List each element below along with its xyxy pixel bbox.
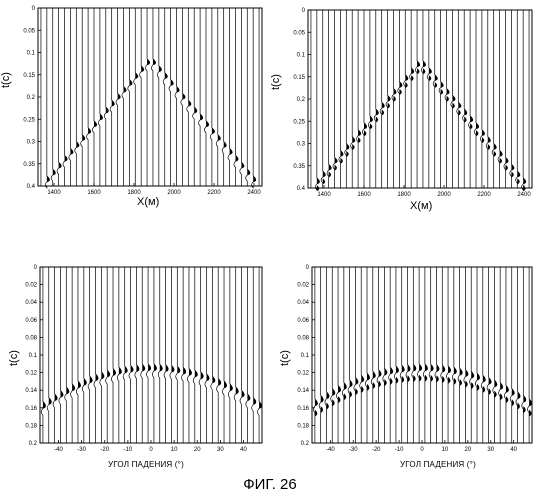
wavelet-lobe xyxy=(529,410,531,417)
y-tick-label: 0.04 xyxy=(297,300,309,306)
plot-frame xyxy=(312,267,532,443)
y-tick-label: 0.02 xyxy=(297,283,309,289)
y-tick-label: 0 xyxy=(306,265,310,271)
wavelet-lobe xyxy=(326,403,328,410)
x-tick-label: 40 xyxy=(510,447,517,453)
trace xyxy=(406,267,410,443)
y-tick-label: 0.14 xyxy=(297,388,309,394)
wavelet-lobe xyxy=(315,410,317,417)
wavelet-lobe xyxy=(454,378,456,385)
trace xyxy=(400,267,404,443)
trace xyxy=(342,267,346,443)
x-tick-label: 0 xyxy=(420,447,424,453)
trace xyxy=(360,267,364,443)
y-tick-label: 0.2 xyxy=(301,441,310,447)
wavelet-lobe xyxy=(506,396,508,403)
trace xyxy=(435,267,439,443)
trace xyxy=(528,267,532,443)
trace xyxy=(516,267,520,443)
trace xyxy=(446,267,450,443)
x-axis-label: УГОЛ ПАДЕНИЯ (°) xyxy=(400,460,476,469)
trace xyxy=(499,267,503,443)
x-tick-label: -30 xyxy=(349,447,358,453)
trace xyxy=(504,267,508,443)
y-tick-label: 0.1 xyxy=(301,353,310,359)
y-tick-label: 0.18 xyxy=(297,423,309,429)
trace xyxy=(336,267,340,443)
trace xyxy=(365,267,369,443)
trace xyxy=(522,267,526,443)
y-tick-label: 0.16 xyxy=(297,406,309,412)
trace xyxy=(348,267,352,443)
wavelet-lobe xyxy=(408,375,410,382)
x-tick-label: 10 xyxy=(442,447,449,453)
x-tick-label: 20 xyxy=(464,447,471,453)
wavelet-lobe xyxy=(489,388,491,395)
wavelet-lobe xyxy=(338,396,340,403)
trace xyxy=(458,267,462,443)
trace xyxy=(354,267,358,443)
wavelet-lobe xyxy=(384,379,386,386)
wavelet-lobe xyxy=(460,379,462,386)
y-tick-label: 0.08 xyxy=(297,335,309,341)
trace xyxy=(412,267,416,443)
wavelet-lobe xyxy=(390,378,392,385)
wavelet-lobe xyxy=(332,399,334,406)
wavelet-lobe xyxy=(379,380,381,387)
trace xyxy=(383,267,387,443)
trace xyxy=(510,267,514,443)
y-tick-label: 0.12 xyxy=(297,371,309,377)
trace xyxy=(377,267,381,443)
y-tick-label: 0.06 xyxy=(297,318,309,324)
wavelet-lobe xyxy=(518,403,520,410)
wavelet-lobe xyxy=(396,377,398,384)
trace xyxy=(331,267,335,443)
trace xyxy=(371,267,375,443)
wavelet-lobe xyxy=(413,375,415,382)
x-tick-label: 30 xyxy=(487,447,494,453)
trace xyxy=(325,267,329,443)
x-tick-label: -40 xyxy=(326,447,335,453)
wavelet-lobe xyxy=(431,375,433,382)
trace xyxy=(470,267,474,443)
trace xyxy=(389,267,393,443)
wavelet-lobe xyxy=(448,377,450,384)
wavelet-lobe xyxy=(425,375,427,382)
trace xyxy=(464,267,468,443)
wavelet-lobe xyxy=(471,382,473,389)
wavelet-lobe xyxy=(350,391,352,398)
x-tick-label: -20 xyxy=(372,447,381,453)
trace xyxy=(418,267,422,443)
trace xyxy=(475,267,479,443)
wavelet-lobe xyxy=(344,393,346,400)
trace xyxy=(452,267,456,443)
figure-caption: ФИГ. 26 xyxy=(0,476,540,493)
wavelet-lobe xyxy=(402,376,404,383)
wavelet-lobe xyxy=(523,406,525,413)
trace xyxy=(487,267,491,443)
wavelet-lobe xyxy=(373,382,375,389)
wavelet-lobe xyxy=(355,388,357,395)
wavelet-lobe xyxy=(367,384,369,391)
trace xyxy=(481,267,485,443)
trace xyxy=(319,267,323,443)
wavelet-lobe xyxy=(321,406,323,413)
wavelet-lobe xyxy=(436,375,438,382)
wavelet-lobe xyxy=(494,391,496,398)
trace xyxy=(394,267,398,443)
wavelet-lobe xyxy=(465,380,467,387)
wavelet-lobe xyxy=(419,375,421,382)
wavelet-lobe xyxy=(512,399,514,406)
wavelet-lobe xyxy=(483,386,485,393)
wavelet-lobe xyxy=(500,393,502,400)
wavelet-lobe xyxy=(477,384,479,391)
trace xyxy=(441,267,445,443)
wavelet-lobe xyxy=(442,376,444,383)
wavelet-lobe xyxy=(361,386,363,393)
trace xyxy=(493,267,497,443)
x-tick-label: -10 xyxy=(395,447,404,453)
trace xyxy=(423,267,427,443)
trace xyxy=(429,267,433,443)
